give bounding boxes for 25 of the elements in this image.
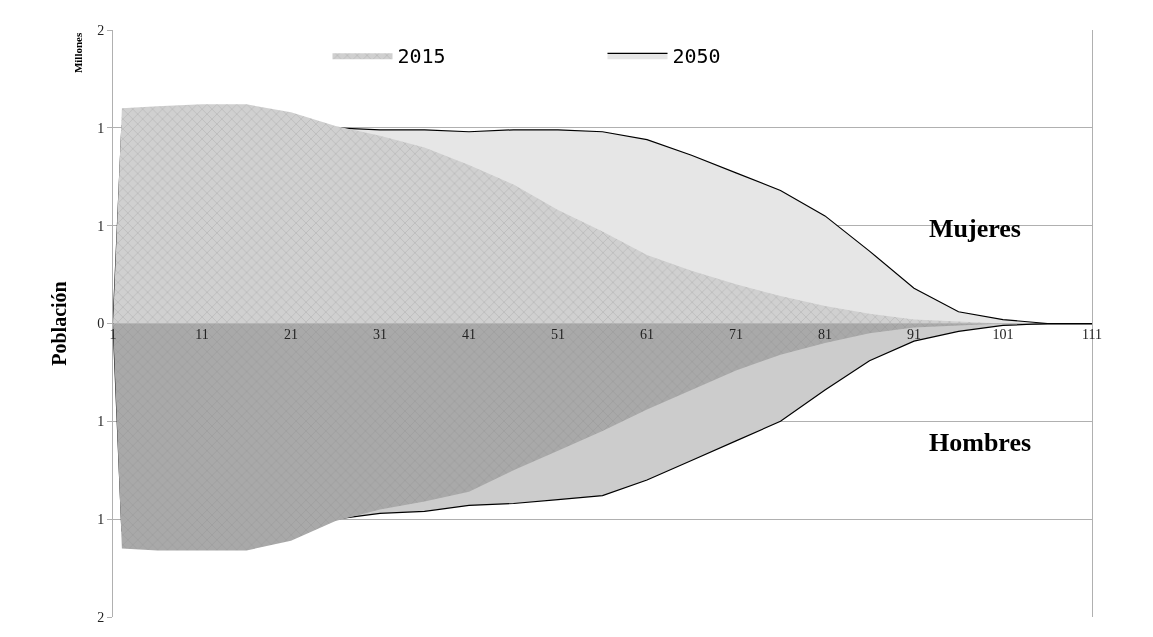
x-tick-label: 41: [462, 326, 476, 342]
x-tick-label: 81: [818, 326, 832, 342]
x-tick-label: 71: [729, 326, 743, 342]
x-tick-label: 111: [1082, 326, 1102, 342]
y-tick-label: 2: [97, 609, 105, 625]
y-tick-label: 1: [97, 512, 105, 528]
y-axis-title: Población: [47, 281, 70, 366]
legend-label: 2050: [672, 44, 721, 69]
x-tick-label: 11: [195, 326, 209, 342]
x-tick-label: 101: [992, 326, 1014, 342]
x-tick-label: 61: [640, 326, 654, 342]
x-tick-label: 1: [109, 326, 117, 342]
x-tick-label: 51: [551, 326, 565, 342]
x-tick-label: 21: [284, 326, 298, 342]
x-tick-label: 31: [373, 326, 387, 342]
y-tick-label: 0: [97, 316, 105, 332]
text: Millones: [72, 32, 85, 74]
annotation: Mujeres: [929, 214, 1021, 243]
x-tick-label: 91: [907, 326, 921, 342]
y-tick-label: 1: [97, 218, 105, 234]
y-tick-label: 1: [97, 414, 105, 430]
annotation: Hombres: [929, 428, 1032, 457]
legend-label: 2015: [397, 44, 446, 69]
y-tick-label: 1: [97, 120, 105, 136]
y-tick-label: 2: [97, 22, 105, 38]
